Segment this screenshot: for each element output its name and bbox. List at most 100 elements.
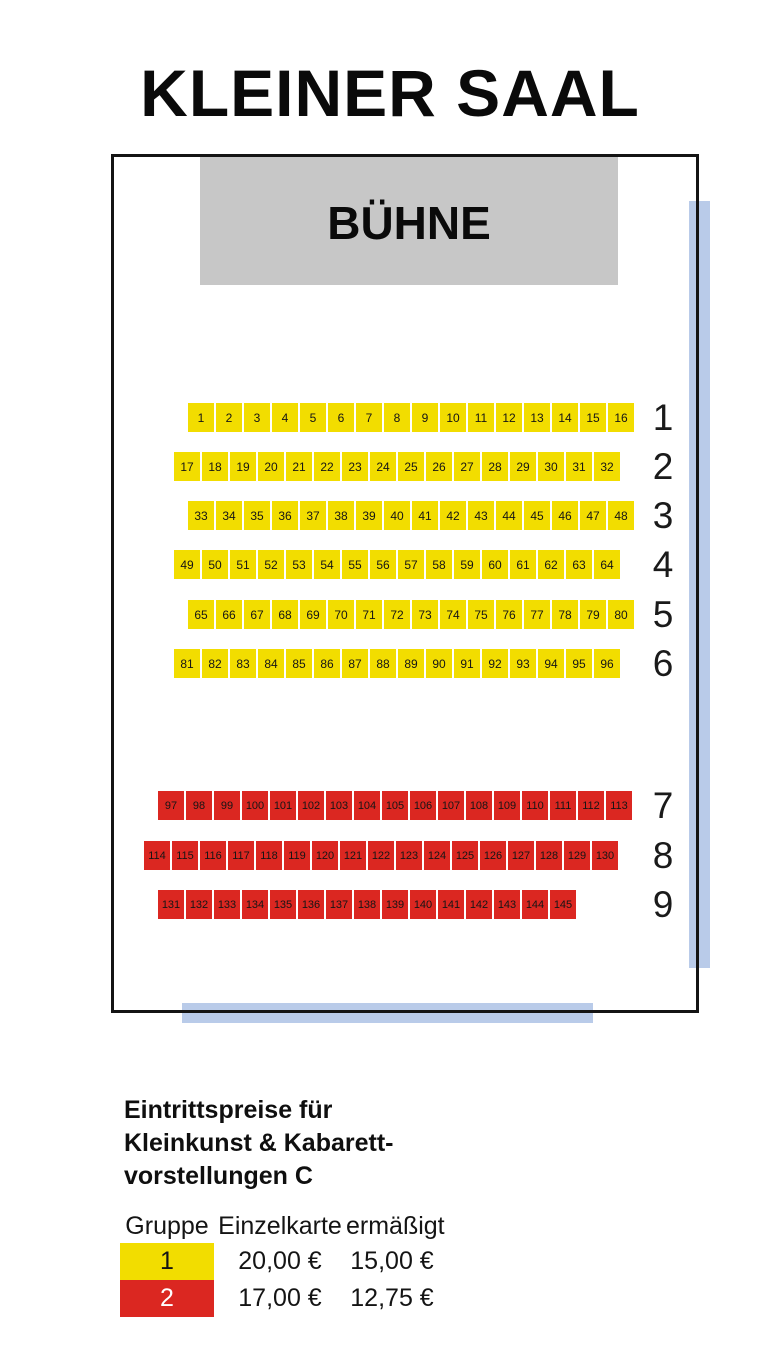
seat-124[interactable]: 124: [424, 841, 450, 870]
seat-70[interactable]: 70: [328, 600, 354, 629]
seat-107[interactable]: 107: [438, 791, 464, 820]
seat-144[interactable]: 144: [522, 890, 548, 919]
seat-7[interactable]: 7: [356, 403, 382, 432]
seat-20[interactable]: 20: [258, 452, 284, 481]
seat-126[interactable]: 126: [480, 841, 506, 870]
seat-52[interactable]: 52: [258, 550, 284, 579]
seat-46[interactable]: 46: [552, 501, 578, 530]
seat-118[interactable]: 118: [256, 841, 282, 870]
seat-92[interactable]: 92: [482, 649, 508, 678]
seat-89[interactable]: 89: [398, 649, 424, 678]
seat-120[interactable]: 120: [312, 841, 338, 870]
seat-98[interactable]: 98: [186, 791, 212, 820]
seat-133[interactable]: 133: [214, 890, 240, 919]
seat-88[interactable]: 88: [370, 649, 396, 678]
seat-58[interactable]: 58: [426, 550, 452, 579]
seat-28[interactable]: 28: [482, 452, 508, 481]
seat-85[interactable]: 85: [286, 649, 312, 678]
seat-123[interactable]: 123: [396, 841, 422, 870]
seat-13[interactable]: 13: [524, 403, 550, 432]
seat-143[interactable]: 143: [494, 890, 520, 919]
seat-59[interactable]: 59: [454, 550, 480, 579]
seat-57[interactable]: 57: [398, 550, 424, 579]
seat-73[interactable]: 73: [412, 600, 438, 629]
seat-97[interactable]: 97: [158, 791, 184, 820]
seat-78[interactable]: 78: [552, 600, 578, 629]
seat-76[interactable]: 76: [496, 600, 522, 629]
seat-93[interactable]: 93: [510, 649, 536, 678]
seat-83[interactable]: 83: [230, 649, 256, 678]
seat-105[interactable]: 105: [382, 791, 408, 820]
seat-35[interactable]: 35: [244, 501, 270, 530]
seat-47[interactable]: 47: [580, 501, 606, 530]
seat-90[interactable]: 90: [426, 649, 452, 678]
seat-127[interactable]: 127: [508, 841, 534, 870]
seat-91[interactable]: 91: [454, 649, 480, 678]
seat-6[interactable]: 6: [328, 403, 354, 432]
seat-29[interactable]: 29: [510, 452, 536, 481]
seat-26[interactable]: 26: [426, 452, 452, 481]
seat-53[interactable]: 53: [286, 550, 312, 579]
seat-54[interactable]: 54: [314, 550, 340, 579]
seat-16[interactable]: 16: [608, 403, 634, 432]
seat-42[interactable]: 42: [440, 501, 466, 530]
seat-113[interactable]: 113: [606, 791, 632, 820]
seat-121[interactable]: 121: [340, 841, 366, 870]
seat-87[interactable]: 87: [342, 649, 368, 678]
seat-112[interactable]: 112: [578, 791, 604, 820]
seat-27[interactable]: 27: [454, 452, 480, 481]
seat-61[interactable]: 61: [510, 550, 536, 579]
seat-31[interactable]: 31: [566, 452, 592, 481]
seat-24[interactable]: 24: [370, 452, 396, 481]
seat-101[interactable]: 101: [270, 791, 296, 820]
seat-122[interactable]: 122: [368, 841, 394, 870]
seat-60[interactable]: 60: [482, 550, 508, 579]
seat-23[interactable]: 23: [342, 452, 368, 481]
seat-10[interactable]: 10: [440, 403, 466, 432]
seat-129[interactable]: 129: [564, 841, 590, 870]
seat-36[interactable]: 36: [272, 501, 298, 530]
seat-49[interactable]: 49: [174, 550, 200, 579]
seat-21[interactable]: 21: [286, 452, 312, 481]
seat-41[interactable]: 41: [412, 501, 438, 530]
seat-15[interactable]: 15: [580, 403, 606, 432]
seat-74[interactable]: 74: [440, 600, 466, 629]
seat-66[interactable]: 66: [216, 600, 242, 629]
seat-44[interactable]: 44: [496, 501, 522, 530]
seat-115[interactable]: 115: [172, 841, 198, 870]
seat-72[interactable]: 72: [384, 600, 410, 629]
seat-56[interactable]: 56: [370, 550, 396, 579]
seat-71[interactable]: 71: [356, 600, 382, 629]
seat-139[interactable]: 139: [382, 890, 408, 919]
seat-25[interactable]: 25: [398, 452, 424, 481]
seat-135[interactable]: 135: [270, 890, 296, 919]
seat-137[interactable]: 137: [326, 890, 352, 919]
seat-138[interactable]: 138: [354, 890, 380, 919]
seat-136[interactable]: 136: [298, 890, 324, 919]
seat-80[interactable]: 80: [608, 600, 634, 629]
seat-68[interactable]: 68: [272, 600, 298, 629]
seat-30[interactable]: 30: [538, 452, 564, 481]
seat-32[interactable]: 32: [594, 452, 620, 481]
seat-103[interactable]: 103: [326, 791, 352, 820]
seat-99[interactable]: 99: [214, 791, 240, 820]
seat-62[interactable]: 62: [538, 550, 564, 579]
seat-18[interactable]: 18: [202, 452, 228, 481]
seat-82[interactable]: 82: [202, 649, 228, 678]
seat-3[interactable]: 3: [244, 403, 270, 432]
seat-114[interactable]: 114: [144, 841, 170, 870]
seat-51[interactable]: 51: [230, 550, 256, 579]
seat-33[interactable]: 33: [188, 501, 214, 530]
seat-2[interactable]: 2: [216, 403, 242, 432]
seat-45[interactable]: 45: [524, 501, 550, 530]
seat-96[interactable]: 96: [594, 649, 620, 678]
seat-50[interactable]: 50: [202, 550, 228, 579]
seat-63[interactable]: 63: [566, 550, 592, 579]
seat-17[interactable]: 17: [174, 452, 200, 481]
seat-40[interactable]: 40: [384, 501, 410, 530]
seat-69[interactable]: 69: [300, 600, 326, 629]
seat-117[interactable]: 117: [228, 841, 254, 870]
seat-77[interactable]: 77: [524, 600, 550, 629]
seat-104[interactable]: 104: [354, 791, 380, 820]
seat-140[interactable]: 140: [410, 890, 436, 919]
